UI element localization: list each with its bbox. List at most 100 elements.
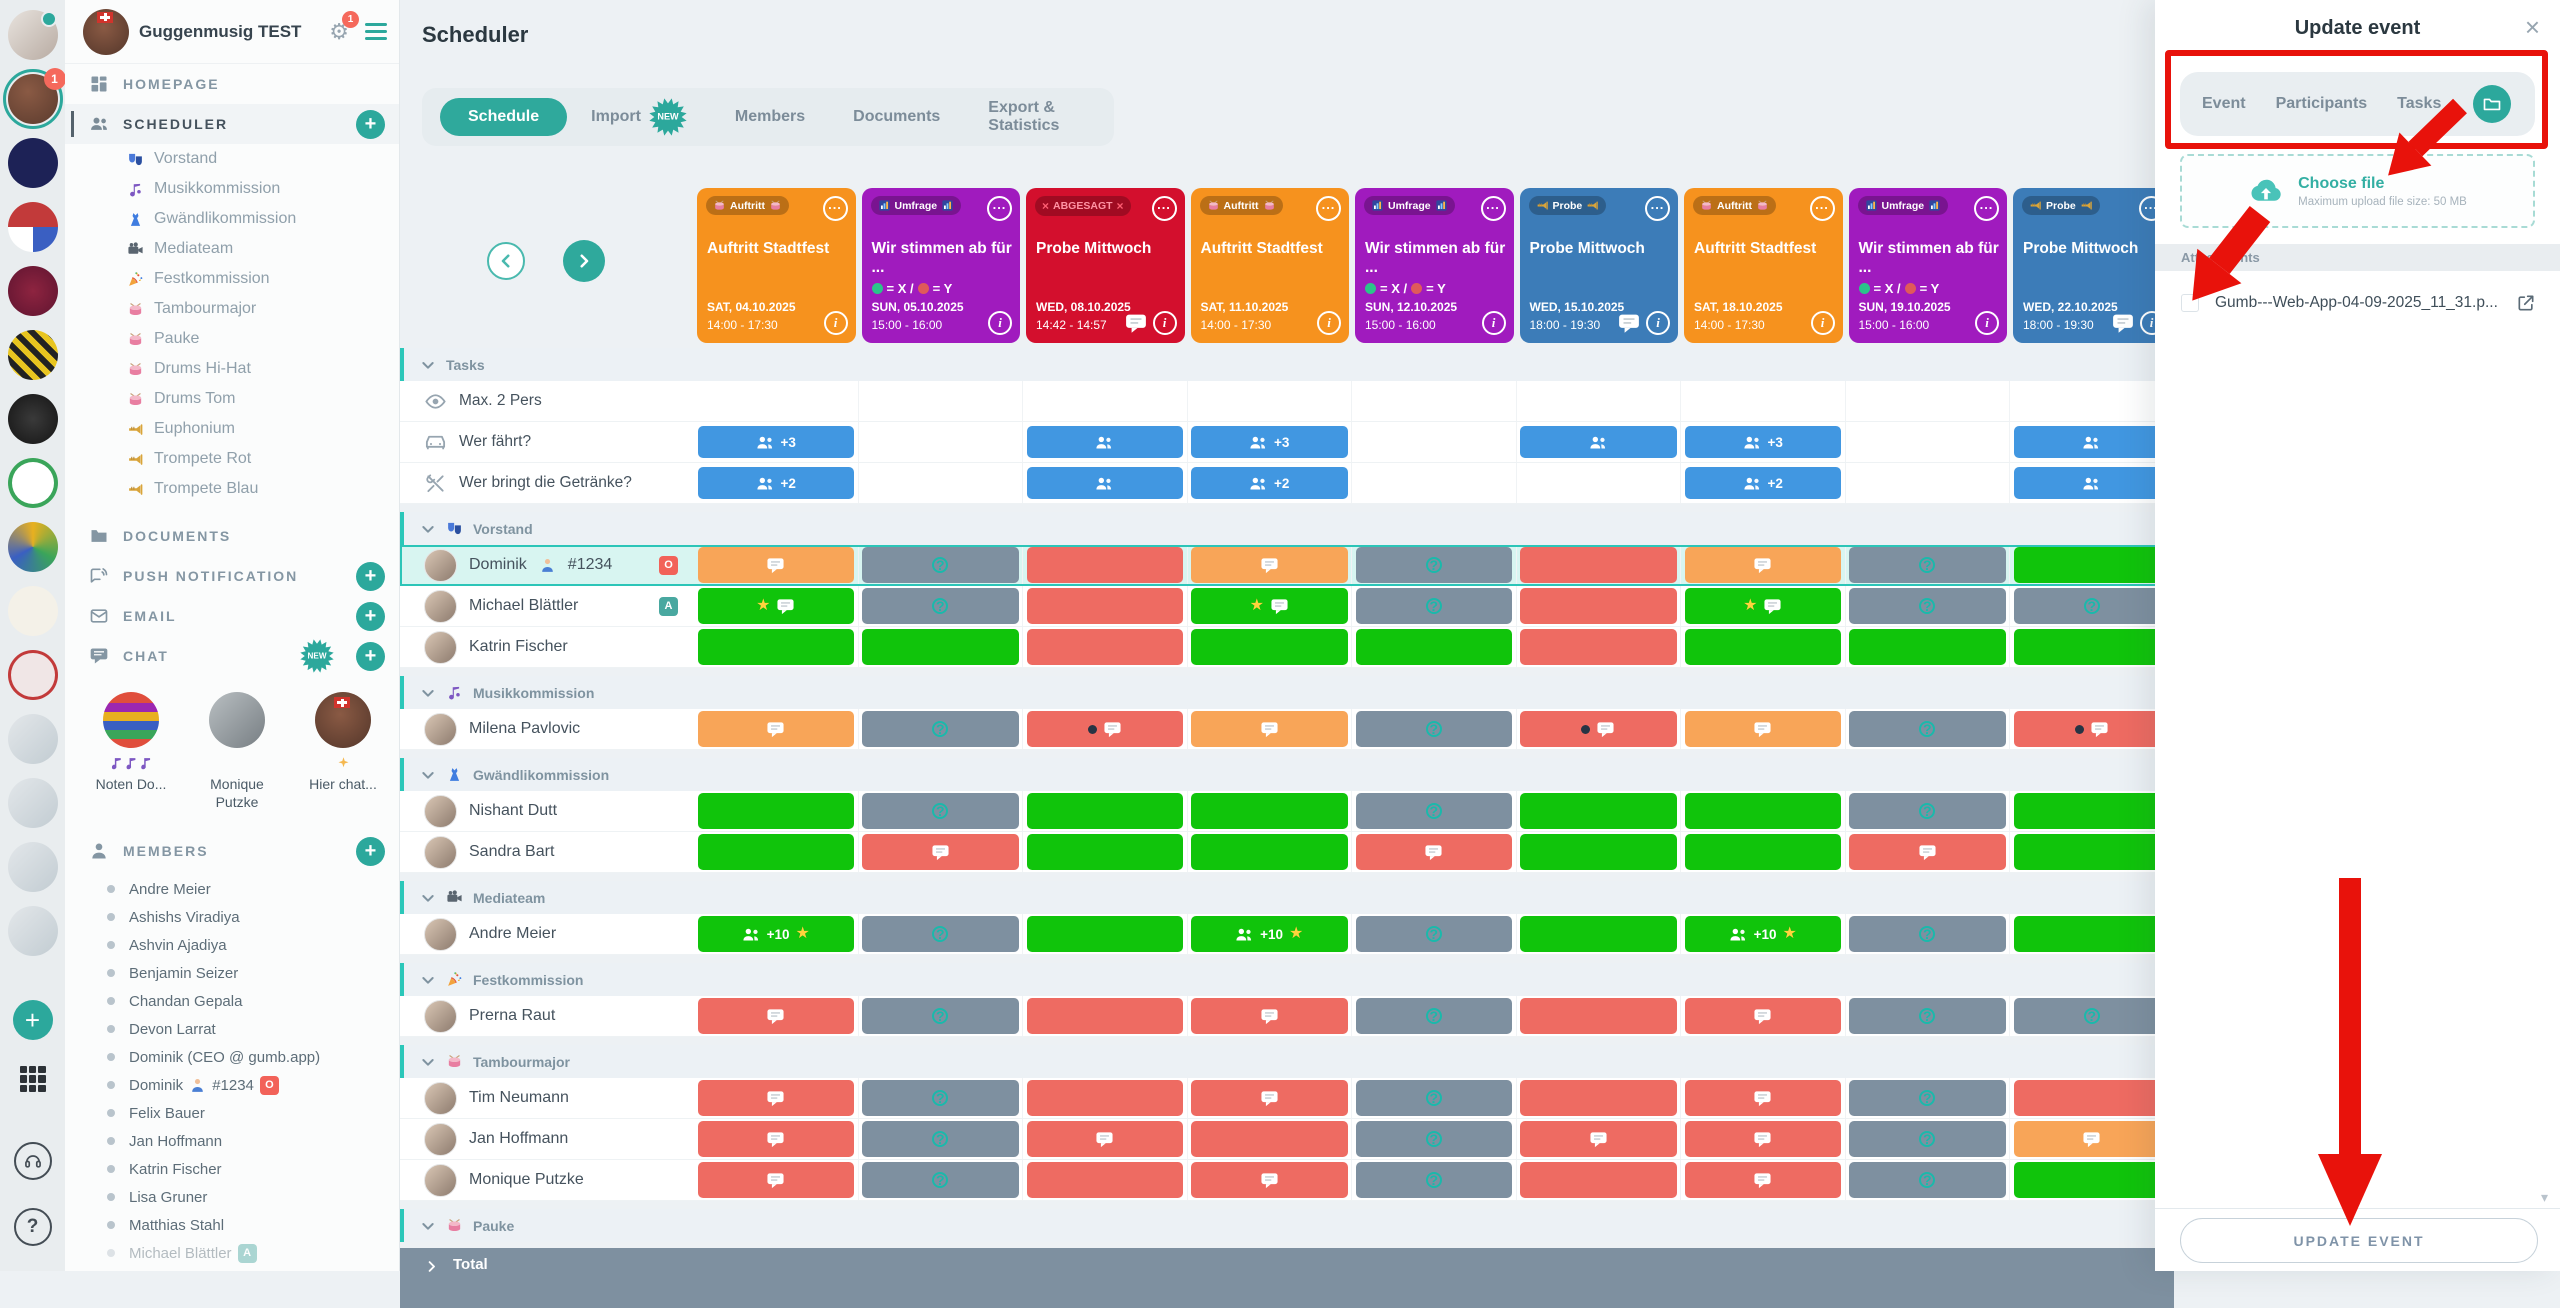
schedule-cell[interactable] xyxy=(1191,1162,1348,1198)
event-card[interactable]: Auftritt... Auftritt Stadtfest SAT, 04.10.… xyxy=(697,188,856,343)
section-header-tasks[interactable]: Tasks xyxy=(400,348,2174,381)
schedule-cell[interactable] xyxy=(1684,998,1841,1034)
member-name[interactable]: Nishant Dutt xyxy=(469,802,558,819)
panel-tab-participants[interactable]: Participants xyxy=(2275,95,2368,112)
sidebar-item-chat[interactable]: CHAT NEW + xyxy=(65,636,399,676)
schedule-cell[interactable] xyxy=(2013,467,2170,499)
schedule-cell[interactable] xyxy=(1026,1162,1183,1198)
workspace-avatar[interactable] xyxy=(7,394,58,444)
event-card[interactable]: Umfrage... Wir stimmen ab für ... = X / = Y… xyxy=(861,188,1020,343)
card-menu-icon[interactable]: ... xyxy=(1974,196,1999,221)
workspace-avatar[interactable] xyxy=(7,778,58,828)
schedule-cell[interactable] xyxy=(697,1162,854,1198)
workspace-avatar[interactable] xyxy=(7,10,58,60)
schedule-cell[interactable] xyxy=(1520,834,1677,870)
member-name[interactable]: Katrin Fischer xyxy=(469,638,568,655)
tab-documents[interactable]: Documents xyxy=(853,108,941,125)
schedule-cell[interactable]: ? xyxy=(1849,711,2006,747)
schedule-cell[interactable]: +10 ★ xyxy=(1191,916,1348,952)
member-name[interactable]: Milena Pavlovic xyxy=(469,720,581,737)
workspace-avatar[interactable] xyxy=(7,138,58,188)
schedule-cell[interactable] xyxy=(2013,916,2170,952)
schedule-cell[interactable]: ? xyxy=(862,916,1019,952)
schedule-cell[interactable] xyxy=(1684,1080,1841,1116)
schedule-cell[interactable] xyxy=(2013,711,2170,747)
schedule-cell[interactable] xyxy=(1026,1121,1183,1157)
section-header-musikkommission[interactable]: Musikkommission xyxy=(400,676,2174,709)
member-list-item[interactable]: Dominik #1234 O xyxy=(65,1071,399,1099)
schedule-cell[interactable] xyxy=(1520,547,1677,583)
schedule-cell[interactable] xyxy=(1191,1080,1348,1116)
workspace-avatar[interactable] xyxy=(7,330,58,380)
schedule-cell[interactable] xyxy=(697,793,854,829)
sidebar-group-musikkommission[interactable]: Musikkommission xyxy=(65,174,399,204)
member-list-item[interactable]: Devon Larrat xyxy=(65,1015,399,1043)
event-card[interactable]: Auftritt... Auftritt Stadtfest SAT, 11.10.… xyxy=(1190,188,1349,343)
member-list-item[interactable]: Jan Hoffmann xyxy=(65,1127,399,1155)
schedule-cell[interactable]: ★ xyxy=(1684,588,1841,624)
club-avatar[interactable] xyxy=(83,8,129,55)
info-icon[interactable]: i xyxy=(1317,311,1341,335)
schedule-cell[interactable] xyxy=(1684,1162,1841,1198)
add-push-button[interactable]: + xyxy=(356,561,385,591)
schedule-cell[interactable]: ? xyxy=(862,588,1019,624)
schedule-cell[interactable]: ? xyxy=(1355,998,1512,1034)
schedule-cell[interactable]: ? xyxy=(1849,588,2006,624)
schedule-cell[interactable]: ? xyxy=(1849,916,2006,952)
schedule-cell[interactable] xyxy=(1026,588,1183,624)
schedule-cell[interactable] xyxy=(1191,834,1348,870)
schedule-cell[interactable] xyxy=(1191,547,1348,583)
schedule-cell[interactable] xyxy=(862,834,1019,870)
sidebar-item-homepage[interactable]: HOMEPAGE xyxy=(65,64,399,104)
schedule-cell[interactable]: ? xyxy=(1355,588,1512,624)
add-member-button[interactable]: + xyxy=(356,836,385,866)
schedule-cell[interactable] xyxy=(1191,793,1348,829)
schedule-cell[interactable] xyxy=(1520,1121,1677,1157)
card-menu-icon[interactable]: ... xyxy=(1316,196,1341,221)
event-card[interactable]: Umfrage... Wir stimmen ab für ... = X / = Y… xyxy=(1848,188,2007,343)
schedule-cell[interactable]: ? xyxy=(2013,998,2170,1034)
workspace-avatar[interactable] xyxy=(7,202,58,252)
schedule-cell[interactable] xyxy=(2013,629,2170,665)
sidebar-item-documents[interactable]: DOCUMENTS xyxy=(65,516,399,556)
schedule-cell[interactable]: ? xyxy=(862,711,1019,747)
schedule-cell[interactable] xyxy=(1520,1080,1677,1116)
schedule-cell[interactable] xyxy=(2013,1162,2170,1198)
member-list-item[interactable]: Benjamin Seizer xyxy=(65,959,399,987)
member-list-item[interactable]: Andre Meier xyxy=(65,875,399,903)
schedule-cell[interactable] xyxy=(1520,793,1677,829)
panel-tab-tasks[interactable]: Tasks xyxy=(2397,95,2442,112)
schedule-cell[interactable] xyxy=(1684,547,1841,583)
add-chat-button[interactable]: + xyxy=(356,641,385,671)
schedule-cell[interactable] xyxy=(697,629,854,665)
schedule-cell[interactable]: +2 xyxy=(697,467,854,499)
member-list-item[interactable]: Michael Blättler A xyxy=(65,1239,399,1267)
schedule-cell[interactable] xyxy=(697,547,854,583)
schedule-cell[interactable] xyxy=(1684,629,1841,665)
schedule-cell[interactable] xyxy=(1026,629,1183,665)
attachment-checkbox[interactable] xyxy=(2181,294,2199,312)
schedule-cell[interactable] xyxy=(1191,629,1348,665)
support-icon[interactable] xyxy=(13,1142,52,1180)
member-name[interactable]: Tim Neumann xyxy=(469,1089,569,1106)
card-menu-icon[interactable]: ... xyxy=(1809,196,1835,221)
schedule-cell[interactable]: ? xyxy=(862,1162,1019,1198)
workspace-avatar[interactable] xyxy=(7,714,58,764)
sidebar-group-gw-ndlikommission[interactable]: Gwändlikommission xyxy=(65,204,399,234)
member-name[interactable]: Prerna Raut xyxy=(469,1007,556,1024)
schedule-cell[interactable]: ? xyxy=(1849,1121,2006,1157)
workspace-avatar[interactable] xyxy=(7,522,58,572)
event-card[interactable]: × ABGESAGT ×... Probe Mittwoch WED, 08.10.20… xyxy=(1026,188,1185,343)
member-list-item[interactable]: Matthias Stahl xyxy=(65,1211,399,1239)
info-icon[interactable]: i xyxy=(823,311,848,335)
schedule-cell[interactable] xyxy=(2013,834,2170,870)
schedule-cell[interactable]: +3 xyxy=(1684,426,1841,458)
external-link-icon[interactable] xyxy=(2516,293,2536,313)
schedule-cell[interactable] xyxy=(1684,834,1841,870)
schedule-cell[interactable] xyxy=(1026,834,1183,870)
schedule-cell[interactable] xyxy=(1849,834,2006,870)
schedule-cell[interactable]: ? xyxy=(1849,1162,2006,1198)
schedule-cell[interactable] xyxy=(1355,834,1512,870)
apps-grid-icon[interactable] xyxy=(19,1066,46,1092)
tab-schedule[interactable]: Schedule xyxy=(440,98,568,136)
